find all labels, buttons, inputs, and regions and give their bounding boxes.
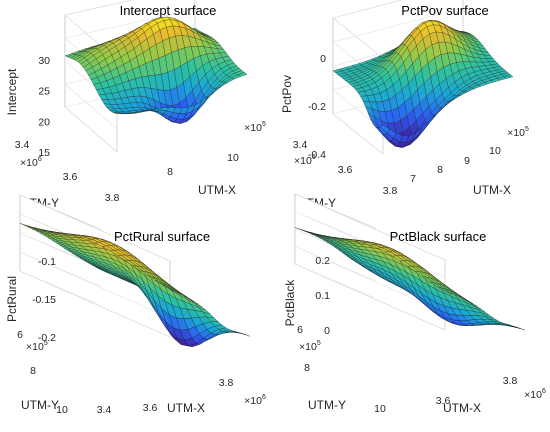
x-tick-label: 8 — [167, 166, 173, 178]
surface-mesh — [332, 20, 514, 148]
surface-mesh — [64, 16, 248, 124]
z-tick-label: 15 — [38, 147, 50, 159]
z-tick-label: 20 — [38, 116, 50, 128]
y-tick-label: 3.6 — [338, 164, 353, 176]
x-tick-label: 10 — [489, 145, 501, 157]
y-axis-multiplier: ×106 — [20, 156, 42, 169]
z-tick-label: -0.1 — [38, 256, 56, 268]
y-tick-label: 3.4 — [293, 139, 308, 151]
y-tick-label: 10 — [374, 403, 386, 415]
x-tick-label: 3.8 — [219, 377, 234, 389]
chart-panel-4: PctBlack surface 0 0.1 0.2 PctBlack 3.6 3.8 6 8 1… — [283, 193, 546, 415]
y-tick-label: 8 — [30, 365, 36, 377]
chart-panel-3: PctRural surface -0.2 -0.15 -0.1 PctRural 3.4… — [5, 194, 266, 416]
surface-mesh — [19, 223, 251, 347]
panel-title: PctBlack surface — [390, 229, 487, 244]
x-axis-multiplier: ×106 — [244, 394, 266, 407]
y-axis-multiplier: ×105 — [26, 340, 48, 353]
x-tick-label: 7 — [410, 173, 416, 185]
x-tick-label: 3.8 — [503, 375, 518, 387]
x-axis-label: UTM-X — [473, 183, 511, 197]
x-axis-label: UTM-X — [198, 183, 236, 197]
x-tick-label: 3.6 — [143, 402, 158, 414]
x-tick-label: 10 — [227, 152, 239, 164]
y-tick-label: 6 — [17, 329, 23, 341]
panel-title: Intercept surface — [120, 3, 217, 18]
surface-mesh — [294, 227, 526, 331]
y-tick-label: 3.6 — [63, 171, 78, 183]
z-tick-label: -0.2 — [308, 101, 326, 113]
x-tick-label: 3.4 — [97, 404, 112, 416]
y-tick-label: 10 — [56, 404, 68, 416]
z-axis-label: Intercept — [5, 68, 19, 115]
panel-title: PctPov surface — [401, 3, 488, 18]
chart-panel-2: PctPov surface -0.4 -0.2 0 PctPov 7 8 9 10 3.4 3.6… — [280, 0, 529, 210]
z-tick-label: 0 — [324, 325, 330, 337]
panel-title: PctRural surface — [114, 229, 210, 244]
y-tick-label: 8 — [304, 362, 310, 374]
z-tick-label: -0.4 — [308, 149, 326, 161]
x-axis-multiplier: ×106 — [524, 388, 546, 401]
z-axis-label: PctBlack — [283, 279, 297, 327]
x-tick-label: 8 — [437, 164, 443, 176]
z-tick-label: 0.1 — [315, 290, 330, 302]
y-tick-label: 3.4 — [15, 139, 30, 151]
x-axis-multiplier: ×105 — [244, 121, 266, 134]
y-tick-label: 3.8 — [105, 192, 120, 204]
y-axis-multiplier: ×106 — [294, 154, 316, 167]
x-axis-label: UTM-X — [167, 401, 205, 415]
y-axis-label: UTM-Y — [308, 398, 346, 412]
z-tick-label: -0.2 — [38, 332, 56, 344]
x-axis-multiplier: ×105 — [507, 126, 529, 139]
x-tick-label: 9 — [464, 155, 470, 167]
x-tick-label: 3.6 — [436, 395, 451, 407]
z-axis-label: PctRural — [5, 276, 19, 322]
y-axis-multiplier: ×105 — [299, 340, 321, 353]
y-tick-label: 6 — [297, 324, 303, 336]
z-axis-label: PctPov — [280, 75, 294, 113]
z-tick-label: 0.2 — [315, 255, 330, 267]
y-axis-label: UTM-Y — [21, 398, 59, 412]
chart-panel-1: Intercept surface 15 20 25 30 Intercept 8 10 3.4… — [5, 0, 266, 210]
y-tick-label: 3.8 — [383, 185, 398, 197]
z-tick-label: 30 — [38, 55, 50, 67]
z-tick-label: 25 — [38, 86, 50, 98]
z-tick-label: 0 — [320, 53, 326, 65]
x-axis-label: UTM-X — [443, 401, 481, 415]
z-tick-label: -0.15 — [32, 294, 56, 306]
